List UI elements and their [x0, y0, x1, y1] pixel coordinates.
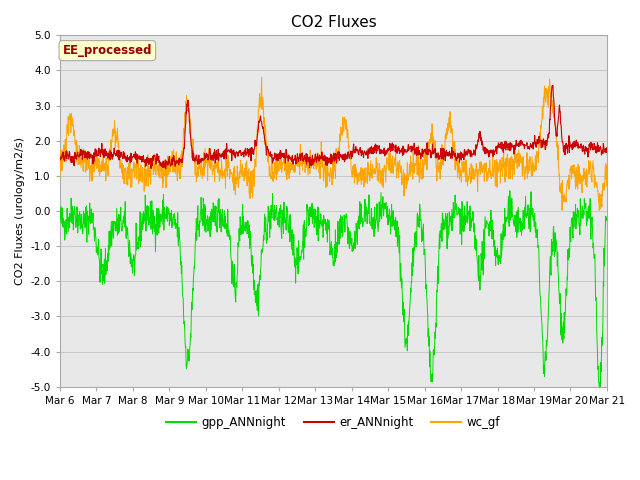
Legend: gpp_ANNnight, er_ANNnight, wc_gf: gpp_ANNnight, er_ANNnight, wc_gf: [162, 411, 505, 433]
Text: EE_processed: EE_processed: [63, 44, 152, 57]
Y-axis label: CO2 Fluxes (urology/m2/s): CO2 Fluxes (urology/m2/s): [15, 137, 25, 285]
Title: CO2 Fluxes: CO2 Fluxes: [291, 15, 376, 30]
